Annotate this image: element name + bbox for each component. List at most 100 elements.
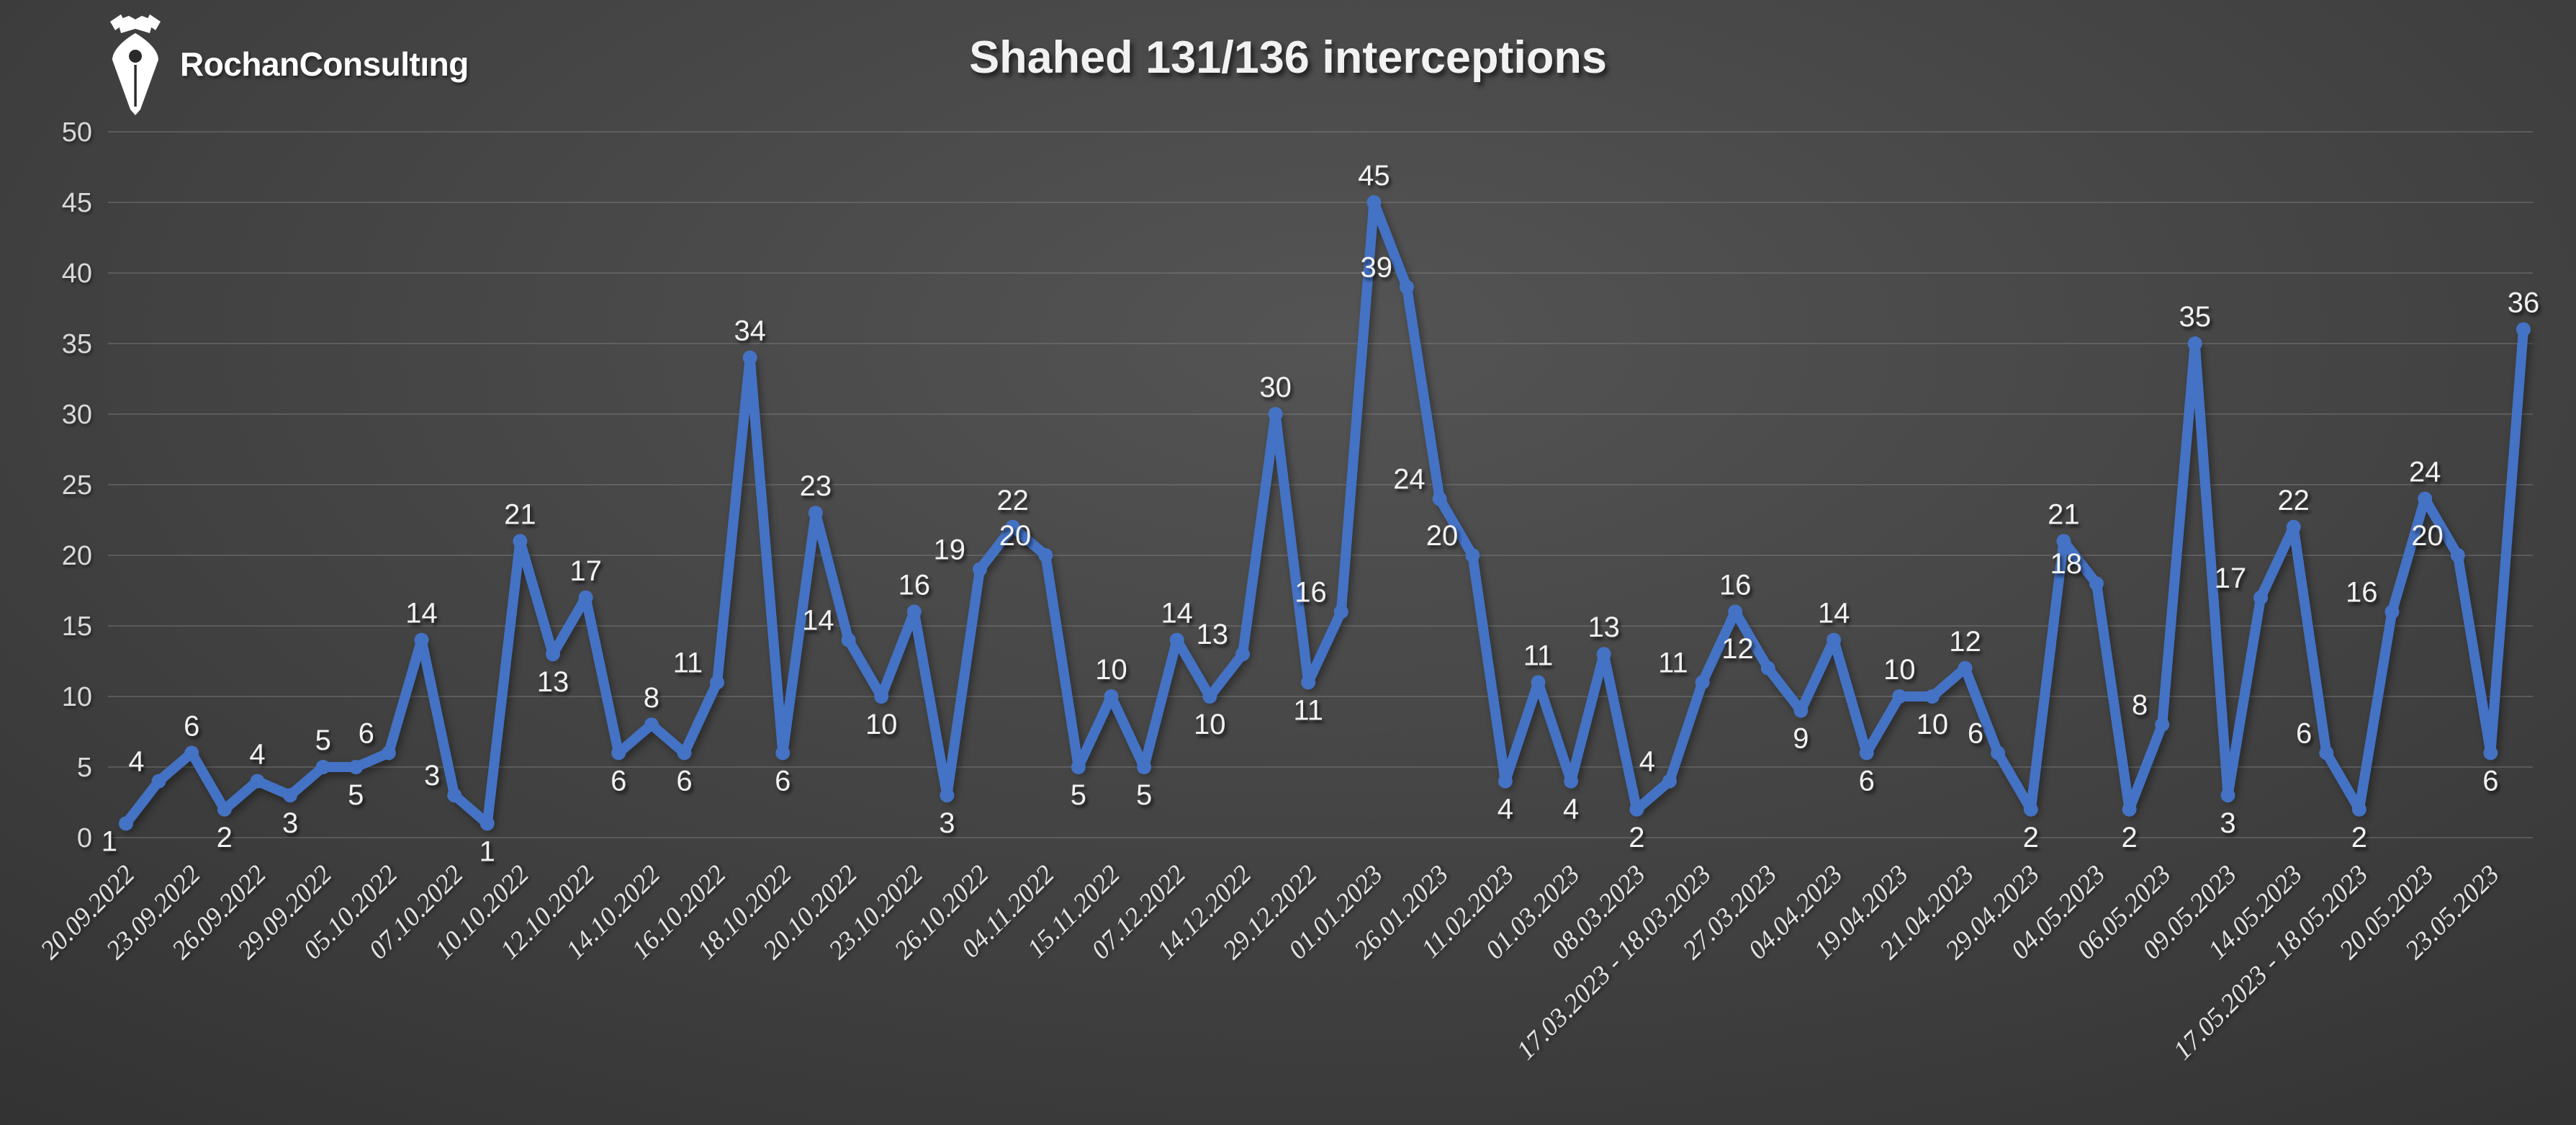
data-point-label: 3 bbox=[424, 760, 440, 792]
data-point-marker bbox=[1596, 647, 1611, 662]
y-axis-tick-label: 15 bbox=[62, 611, 92, 642]
data-point-label: 13 bbox=[1588, 611, 1620, 643]
data-point-label: 22 bbox=[2277, 485, 2310, 516]
data-point-label: 2 bbox=[2121, 822, 2137, 853]
data-point-marker bbox=[1760, 660, 1775, 676]
data-point-marker bbox=[1564, 774, 1579, 789]
data-point-label: 14 bbox=[1818, 598, 1850, 629]
data-point-label: 6 bbox=[184, 710, 199, 742]
data-point-marker bbox=[119, 816, 133, 831]
data-point-label: 2 bbox=[2351, 822, 2367, 853]
data-point-marker bbox=[2516, 322, 2531, 337]
data-point-label: 5 bbox=[315, 725, 331, 756]
data-point-marker bbox=[1366, 195, 1382, 210]
data-point-label: 16 bbox=[899, 569, 931, 601]
data-point-label: 20 bbox=[999, 520, 1032, 552]
pen-nib-left-ear bbox=[110, 14, 125, 30]
data-point-label: 45 bbox=[1358, 160, 1390, 192]
data-point-marker bbox=[1662, 774, 1677, 789]
data-point-label: 5 bbox=[348, 779, 364, 811]
pen-nib-slit bbox=[134, 65, 137, 107]
data-point-label: 16 bbox=[1294, 576, 1327, 608]
data-point-label: 11 bbox=[1293, 694, 1323, 726]
data-point-marker bbox=[217, 802, 232, 817]
data-point-label: 1 bbox=[102, 825, 117, 857]
data-point-label: 5 bbox=[1136, 779, 1152, 811]
data-point-label: 18 bbox=[2050, 548, 2083, 580]
data-point-label: 34 bbox=[734, 315, 766, 347]
data-point-marker bbox=[1629, 802, 1644, 817]
data-point-marker bbox=[1005, 519, 1020, 534]
data-point-label: 22 bbox=[996, 485, 1029, 516]
y-axis-tick-label: 35 bbox=[62, 329, 92, 359]
data-point-marker bbox=[315, 760, 330, 774]
data-point-label: 16 bbox=[2346, 576, 2378, 608]
data-point-label: 10 bbox=[1917, 709, 1949, 740]
data-point-marker bbox=[1958, 660, 1973, 676]
data-point-marker bbox=[1268, 407, 1283, 421]
data-point-marker bbox=[1202, 689, 1217, 704]
data-point-marker bbox=[2384, 604, 2400, 619]
data-point-marker bbox=[578, 590, 593, 605]
data-point-marker bbox=[546, 647, 560, 662]
data-point-marker bbox=[1859, 745, 1874, 761]
data-point-label: 20 bbox=[2411, 520, 2444, 552]
data-point-label: 12 bbox=[1721, 633, 1754, 665]
data-point-label: 17 bbox=[2215, 562, 2247, 594]
data-point-label: 3 bbox=[282, 807, 298, 839]
y-axis-tick-label: 0 bbox=[77, 823, 92, 853]
data-point-marker bbox=[1137, 760, 1152, 774]
data-point-marker bbox=[348, 760, 364, 774]
data-point-label: 21 bbox=[504, 498, 536, 530]
data-point-marker bbox=[1432, 491, 1447, 506]
data-point-label: 8 bbox=[2132, 689, 2148, 721]
data-point-label: 5 bbox=[1071, 779, 1086, 811]
data-point-label: 21 bbox=[2048, 498, 2080, 530]
data-point-marker bbox=[1169, 632, 1184, 647]
data-point-label: 3 bbox=[939, 807, 955, 839]
data-point-marker bbox=[151, 774, 166, 789]
data-point-marker bbox=[2450, 548, 2465, 562]
data-point-label: 2 bbox=[2023, 822, 2039, 853]
data-point-marker bbox=[1827, 632, 1842, 647]
data-point-marker bbox=[1333, 604, 1348, 619]
y-axis-tick-label: 10 bbox=[62, 682, 92, 712]
data-point-label: 10 bbox=[1095, 654, 1127, 686]
data-point-label: 9 bbox=[1793, 723, 1809, 755]
data-point-marker bbox=[742, 350, 757, 365]
data-point-label: 11 bbox=[1523, 640, 1554, 671]
data-point-marker bbox=[2351, 802, 2366, 817]
data-point-label: 4 bbox=[1563, 794, 1579, 825]
y-axis-tick-label: 25 bbox=[62, 470, 92, 501]
data-point-marker bbox=[250, 774, 265, 789]
data-point-label: 6 bbox=[1968, 717, 1983, 749]
data-point-marker bbox=[775, 745, 791, 761]
data-point-label: 2 bbox=[1629, 822, 1644, 853]
data-point-label: 24 bbox=[2409, 457, 2441, 488]
data-point-label: 2 bbox=[217, 822, 233, 853]
data-point-marker bbox=[513, 534, 528, 549]
data-point-marker bbox=[2483, 745, 2498, 761]
data-point-label: 12 bbox=[1949, 626, 1981, 658]
data-point-label: 8 bbox=[644, 682, 659, 714]
data-point-label: 39 bbox=[1361, 252, 1393, 284]
data-point-marker bbox=[2056, 534, 2071, 549]
pen-nib-right-ear bbox=[145, 14, 161, 30]
data-point-marker bbox=[1695, 675, 1710, 690]
chart-title: Shahed 131/136 interceptions bbox=[969, 32, 1607, 83]
data-point-marker bbox=[414, 632, 429, 647]
data-point-marker bbox=[2418, 491, 2433, 506]
data-point-label: 16 bbox=[1719, 569, 1752, 601]
data-point-marker bbox=[940, 788, 955, 803]
data-point-marker bbox=[2155, 717, 2170, 732]
data-point-label: 11 bbox=[673, 647, 703, 678]
data-point-marker bbox=[184, 745, 199, 761]
data-point-label: 10 bbox=[1883, 654, 1916, 686]
data-point-label: 17 bbox=[569, 555, 602, 587]
data-point-marker bbox=[611, 745, 626, 761]
data-point-marker bbox=[2319, 745, 2334, 761]
data-point-marker bbox=[1071, 760, 1086, 774]
data-point-label: 14 bbox=[802, 605, 834, 637]
data-point-label: 1 bbox=[479, 835, 495, 867]
